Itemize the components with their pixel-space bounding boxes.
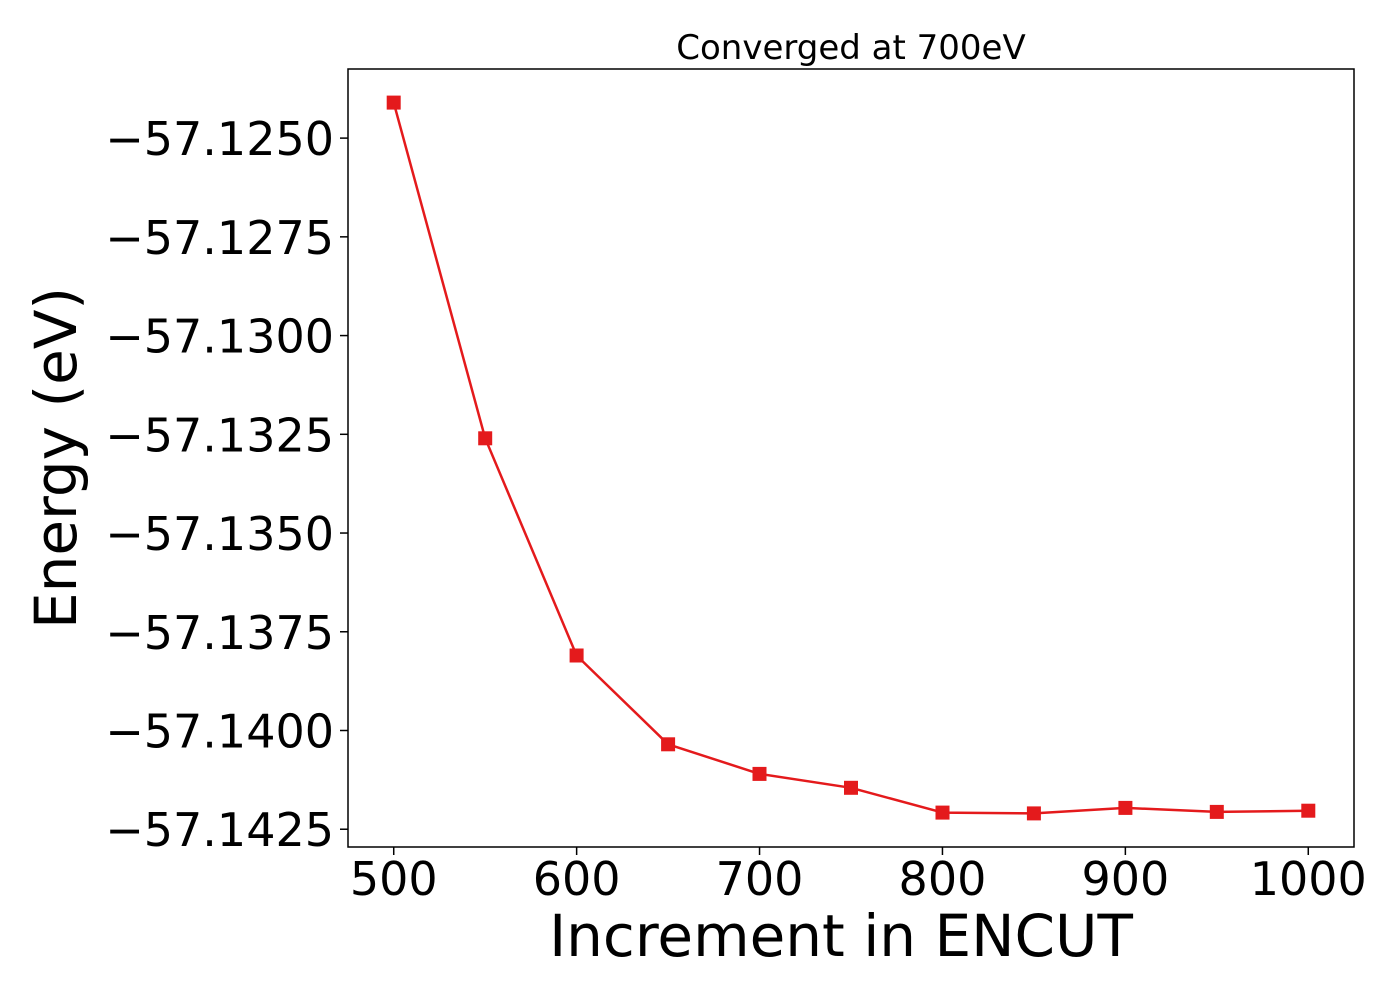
y-tick-label: −57.1250 <box>105 112 334 166</box>
data-point <box>844 780 858 795</box>
y-tick-label: −57.1350 <box>105 507 334 561</box>
data-point <box>661 737 676 752</box>
x-tick-label: 600 <box>533 852 621 906</box>
y-tick-label: −57.1425 <box>105 803 334 857</box>
plot-area-frame <box>347 68 1355 848</box>
x-tick-label: 1000 <box>1250 852 1367 906</box>
y-tick-label: −57.1400 <box>105 704 334 758</box>
data-point <box>1026 806 1041 821</box>
data-point <box>935 805 950 820</box>
data-point <box>478 431 493 446</box>
x-tick-label: 700 <box>716 852 804 906</box>
y-tick-label: −57.1375 <box>105 606 334 660</box>
x-tick-label: 500 <box>350 852 438 906</box>
x-axis: 500 600 700 800 900 1000 <box>350 847 1367 906</box>
series-line <box>392 102 1309 815</box>
y-axis: −57.1250 −57.1275 −57.1300 −57.1325 −57.1350… <box>105 112 348 857</box>
series-layer <box>386 95 1316 821</box>
y-tick-label: −57.1300 <box>105 310 334 364</box>
data-point <box>752 766 767 781</box>
data-point <box>386 95 401 110</box>
y-axis-label: Energy (eV) <box>22 287 90 629</box>
y-tick-label: −57.1325 <box>105 408 334 462</box>
x-tick-label: 900 <box>1081 852 1169 906</box>
chart-title: Converged at 700eV <box>676 28 1025 68</box>
y-tick-label: −57.1275 <box>105 211 334 265</box>
x-axis-label: Increment in ENCUT <box>549 902 1133 970</box>
x-tick-label: 800 <box>899 852 987 906</box>
data-point <box>1301 803 1316 818</box>
data-point <box>1209 804 1224 819</box>
data-point <box>569 648 584 663</box>
data-point <box>1118 800 1133 815</box>
